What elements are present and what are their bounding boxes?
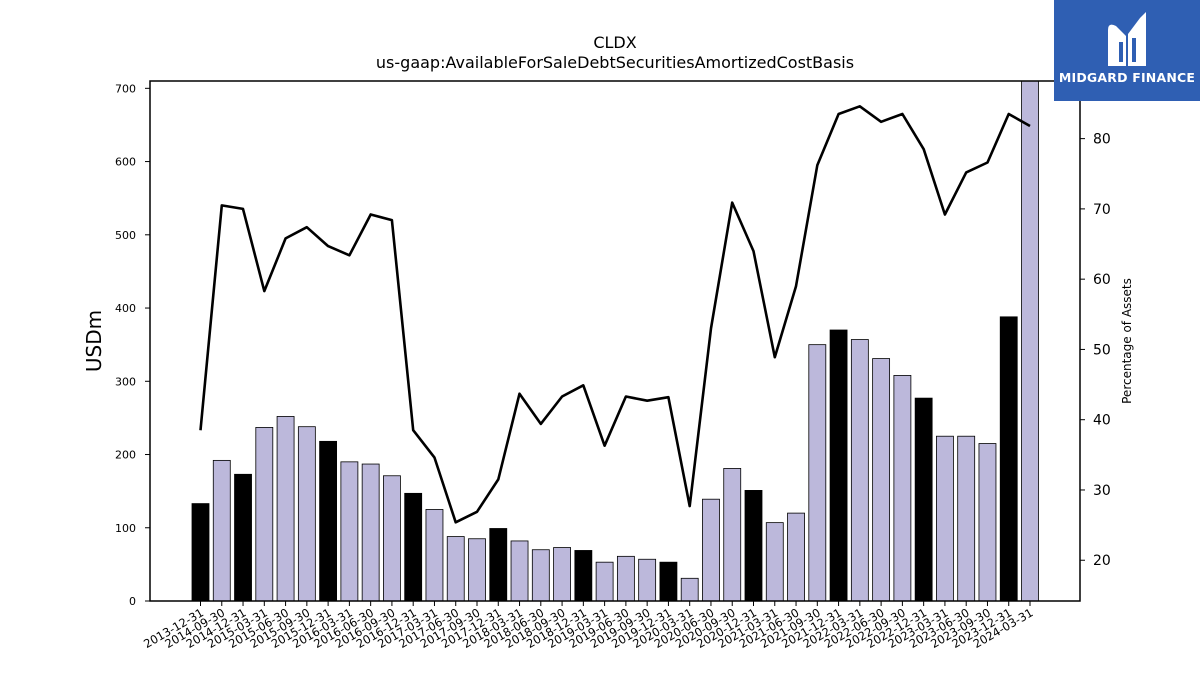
y2-tick-label: 40 — [1093, 413, 1111, 429]
bar-2016-12-31 — [404, 492, 423, 602]
bar-2015-09-30 — [297, 426, 316, 602]
bar-2020-03-31 — [680, 577, 699, 602]
x-axis: 2013-12-312014-09-302014-12-312015-03-31… — [141, 601, 1036, 651]
line-series — [199, 105, 1031, 524]
bar-2018-06-30 — [531, 549, 550, 602]
bar-2017-12-31 — [489, 528, 508, 602]
y-tick-label: 700 — [115, 82, 136, 95]
bar-2021-06-30 — [787, 512, 805, 602]
y-tick-label: 400 — [115, 302, 136, 315]
bar-2021-09-30 — [808, 344, 827, 602]
bar-2017-09-30 — [468, 538, 486, 602]
bar-2014-12-31 — [234, 473, 252, 602]
midgard-logo-icon — [1108, 12, 1146, 67]
bar-2016-06-30 — [361, 463, 380, 602]
brand-logo: MIDGARD FINANCE — [1054, 0, 1200, 101]
y2-tick-label: 30 — [1093, 483, 1111, 499]
y2-tick-label: 60 — [1093, 272, 1111, 288]
bar-2022-06-30 — [872, 358, 891, 602]
chart-subtitle: us-gaap:AvailableForSaleDebtSecuritiesAm… — [376, 53, 854, 72]
bar-2019-03-31 — [595, 561, 614, 602]
bar-2019-06-30 — [616, 555, 635, 602]
y2-tick-label: 70 — [1093, 202, 1111, 218]
bar-2023-12-31 — [999, 316, 1018, 602]
bar-2015-03-31 — [255, 427, 274, 602]
bar-2020-09-30 — [723, 468, 742, 602]
bar-2021-03-31 — [765, 522, 784, 602]
bar-2023-06-30 — [957, 435, 976, 602]
bar-series — [191, 80, 1039, 602]
y2-tick-label: 20 — [1093, 553, 1111, 569]
brand-name: MIDGARD FINANCE — [1058, 70, 1196, 85]
bar-2023-09-30 — [978, 443, 997, 602]
bar-2022-09-30 — [893, 375, 912, 602]
y-tick-label: 100 — [115, 522, 136, 535]
bar-2020-12-31 — [744, 490, 763, 602]
percentage-line — [199, 105, 1031, 524]
bar-2022-03-31 — [850, 339, 869, 602]
left-axis: 0 100 200 300 400 500 600 700 — [115, 82, 150, 608]
plot-frame — [149, 80, 1081, 602]
y-tick-label: 200 — [115, 449, 136, 462]
bar-2018-03-31 — [510, 540, 529, 602]
bar-2018-12-31 — [574, 550, 593, 602]
right-axis: 20 30 40 50 60 70 80 — [1080, 132, 1111, 569]
y-axis-label: USDm — [82, 310, 106, 372]
y2-tick-label: 50 — [1093, 342, 1111, 358]
bar-2015-12-31 — [319, 440, 338, 602]
chart-title: CLDX — [593, 33, 636, 52]
bar-2017-03-31 — [425, 509, 444, 602]
bar-2023-03-31 — [936, 435, 954, 602]
y-tick-label: 0 — [129, 595, 136, 608]
y2-axis-label: Percentage of Assets — [1120, 278, 1134, 404]
y2-tick-label: 80 — [1093, 132, 1111, 148]
bar-2022-12-31 — [914, 397, 933, 602]
bar-2014-09-30 — [212, 459, 231, 602]
bar-2020-06-30 — [702, 498, 720, 602]
bar-2019-09-30 — [638, 558, 657, 602]
bar-2024-03-31 — [1021, 80, 1039, 602]
bar-2017-06-30 — [446, 536, 465, 602]
bar-2021-12-31 — [829, 329, 848, 602]
bar-2016-09-30 — [383, 475, 401, 602]
y-tick-label: 500 — [115, 229, 136, 242]
bar-2019-12-31 — [659, 561, 678, 602]
bar-2015-06-30 — [276, 416, 295, 602]
bar-2016-03-31 — [340, 461, 359, 602]
y-tick-label: 300 — [115, 375, 136, 388]
y-tick-label: 600 — [115, 156, 136, 169]
bar-2018-09-30 — [553, 547, 571, 602]
bar-2013-12-31 — [191, 503, 210, 602]
